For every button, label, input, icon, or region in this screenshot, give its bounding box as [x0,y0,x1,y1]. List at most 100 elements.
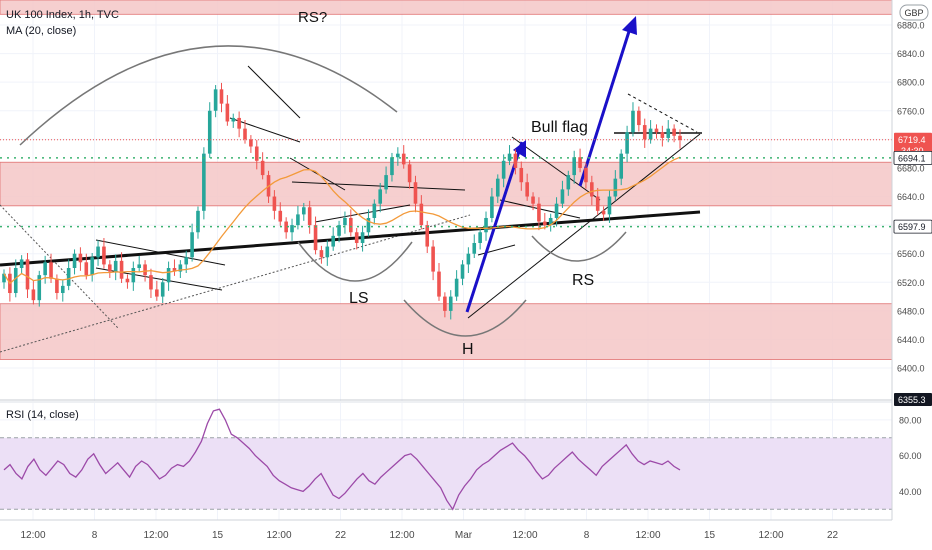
time-tick-label: 22 [335,530,347,541]
candle-body [584,167,588,183]
price-tick-label: 6880.0 [897,21,925,31]
time-tick-label: 12:00 [266,530,291,541]
time-tick-label: 15 [704,530,716,541]
candle-body [290,225,294,233]
impulse-arrow-2-head [622,16,637,35]
candle-body [448,296,453,311]
candle-body [190,232,194,258]
candle-body [31,289,36,301]
candle-body [378,189,383,204]
candle-body [254,146,259,161]
candle-body [413,182,418,204]
bullflag-line-4 [477,244,516,256]
candle-body [272,196,277,211]
time-tick-label: 12:00 [512,530,537,541]
candle-body [25,259,30,290]
candle-body [525,182,529,197]
candle-body [642,125,647,140]
price-tick-label: 6480.0 [897,306,925,316]
price-badge-label: 6355.3 [898,395,926,405]
flag-line-7 [314,204,411,223]
price-badge-box [893,219,932,234]
price-tick-label: 6800.0 [897,78,925,88]
price-badge-label: 6597.9 [898,222,926,232]
candle-body [149,275,153,290]
candle-body [243,128,247,140]
price-badge-box [893,150,932,165]
price-axis-bg[interactable] [892,0,932,520]
impulse-arrow-2-line [578,21,634,187]
candle-body [278,210,283,222]
dotted-channel-line [0,204,119,329]
rsi-legend[interactable]: RSI (14, close) [6,409,79,421]
price-tick-label: 6840.0 [897,49,925,59]
candle-body [60,285,65,294]
candle-body [325,246,330,258]
candle-body [543,221,547,226]
candle-body [372,203,377,218]
candle-body [531,196,535,204]
rsi-tick-label: 80.00 [899,415,922,425]
time-axis-bg[interactable] [0,520,932,550]
chart-drawings [0,16,702,353]
candle-body [131,268,136,283]
candle-body [360,232,365,243]
time-tick-label: 8 [92,530,98,541]
candle-body [390,157,394,176]
rs-arc [531,231,627,262]
neckline-trendline [0,210,701,267]
chart-title[interactable]: UK 100 Index, 1h, TVC [6,9,119,21]
candle-body [84,262,89,276]
time-tick-label: 22 [827,530,839,541]
candle-body [43,262,47,276]
currency-badge-box[interactable] [899,4,929,21]
candle-body [513,153,518,168]
price-tick-label: 6640.0 [897,192,925,202]
candle-body [443,296,447,311]
candle-body [572,157,576,176]
candle-body [407,164,412,183]
candle-body [631,110,635,133]
flag-line-3 [247,65,301,119]
candle-body [178,264,183,272]
flag-line-4 [229,117,301,143]
candle-body [301,207,306,215]
candle-body [490,196,494,218]
annotation-rs-question: RS? [298,9,327,26]
currency-badge[interactable]: GBP [904,8,923,18]
candle-body [225,103,230,122]
ma-legend[interactable]: MA (20, close) [6,25,76,37]
candle-body [96,246,100,258]
candle-body [548,217,553,226]
candle-body [354,232,359,243]
candle-body [349,217,353,233]
candle-body [155,289,159,297]
candle-body [343,217,347,226]
candle-body [90,257,94,276]
rsi-axis-ticks: 40.00 60.00 80.00 [899,415,922,497]
candle-body [249,139,253,147]
candle-body [219,89,224,104]
candle-body [313,225,318,251]
candle-body [666,128,671,138]
time-tick-label: 12:00 [20,530,45,541]
price-tick-label: 6440.0 [897,335,925,345]
impulse-arrow-1-line [465,141,524,313]
candle-body [613,178,618,197]
pennant-top-line [627,93,698,133]
time-axis-ticks: 12:00 8 12:00 15 12:00 22 12:00 Mar 12:00 8 12:00 1… [20,530,838,541]
candle-body [207,110,212,154]
ls-arc [297,241,413,282]
annotation-bull-flag: Bull flag [531,119,588,136]
candle-body [166,268,171,283]
candle-body [384,175,388,190]
price-zone [0,161,893,207]
candle-body [560,189,565,204]
time-tick-label: 12:00 [635,530,660,541]
candle-body [260,160,265,176]
candle-body [595,196,600,211]
candle-body [425,225,430,247]
candle-body [2,273,6,283]
price-tick-label: 6560.0 [897,249,925,259]
